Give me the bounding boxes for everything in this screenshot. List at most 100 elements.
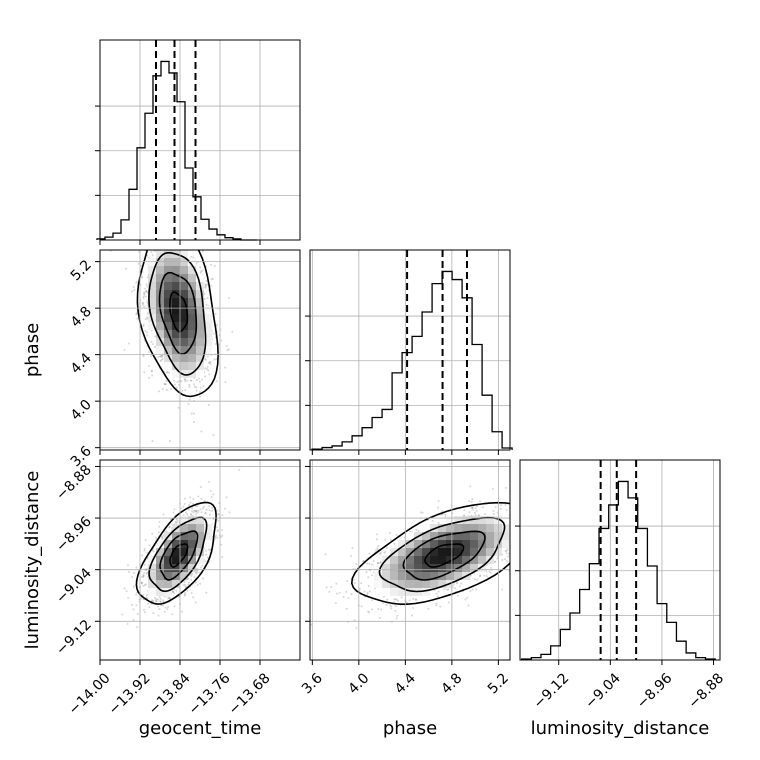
- sample-point: [215, 509, 218, 512]
- sample-point: [141, 245, 143, 247]
- sample-point: [159, 360, 162, 363]
- sample-point: [144, 295, 147, 298]
- density-cell: [172, 282, 180, 290]
- sample-point: [176, 240, 178, 242]
- sample-point: [379, 561, 382, 564]
- sample-point: [131, 290, 134, 293]
- sample-point: [141, 276, 144, 279]
- sample-point: [124, 267, 127, 270]
- sample-point: [146, 285, 149, 288]
- density-cell: [164, 274, 172, 282]
- sample-point: [142, 302, 145, 305]
- sample-point: [143, 305, 146, 308]
- sample-point: [168, 526, 171, 529]
- y-tick-label: 4.0: [68, 397, 95, 424]
- y-tick-label: −9.12: [53, 617, 95, 659]
- sample-point: [210, 495, 213, 498]
- sample-point: [209, 548, 212, 551]
- density-cell: [204, 322, 212, 330]
- sample-point: [154, 599, 157, 602]
- density-cell: [172, 354, 180, 362]
- sample-point: [531, 516, 533, 518]
- sample-point: [200, 511, 203, 514]
- sample-point: [477, 514, 480, 517]
- sample-point: [214, 343, 217, 346]
- sample-point: [334, 602, 337, 605]
- sample-point: [454, 587, 457, 590]
- sample-point: [468, 500, 471, 503]
- sample-point: [195, 379, 198, 382]
- sample-point: [162, 600, 165, 603]
- density-cell: [148, 322, 156, 330]
- sample-point: [157, 355, 160, 358]
- sample-point: [206, 283, 209, 286]
- sample-point: [145, 283, 148, 286]
- sample-point: [471, 507, 474, 510]
- sample-point: [511, 540, 513, 542]
- sample-point: [515, 538, 517, 540]
- sample-point: [190, 412, 193, 415]
- sample-point: [159, 246, 161, 248]
- density-cell: [188, 290, 196, 298]
- x-tick-label: −8.96: [634, 670, 676, 712]
- sample-point: [145, 572, 148, 575]
- sample-point: [367, 576, 370, 579]
- density-cell: [204, 330, 212, 338]
- density-cell: [196, 322, 204, 330]
- density-cell: [196, 548, 204, 556]
- sample-point: [134, 243, 136, 245]
- sample-point: [225, 345, 228, 348]
- sample-point: [144, 329, 147, 332]
- density-cell: [164, 354, 172, 362]
- sample-point: [554, 511, 556, 513]
- sample-point: [170, 387, 173, 390]
- sample-point: [190, 591, 193, 594]
- sample-point: [157, 598, 160, 601]
- sample-point: [163, 610, 166, 613]
- sample-point: [200, 430, 203, 433]
- sample-point: [175, 221, 177, 223]
- sample-point: [155, 600, 158, 603]
- density-cell: [156, 346, 164, 354]
- sample-point: [203, 292, 206, 295]
- sample-point: [411, 614, 414, 617]
- sample-point: [220, 543, 223, 546]
- density-cell: [172, 540, 180, 548]
- sample-point: [381, 602, 384, 605]
- sample-point: [160, 535, 163, 538]
- y-tick-label: −8.96: [53, 514, 95, 556]
- density-cell: [180, 338, 188, 346]
- gridlines: [558, 460, 714, 660]
- density-cell: [148, 580, 156, 588]
- x-tick-label: −9.12: [531, 670, 573, 712]
- density-cell: [196, 290, 204, 298]
- sample-point: [153, 596, 156, 599]
- sample-point: [215, 357, 218, 360]
- sample-point: [154, 335, 157, 338]
- sample-point: [135, 313, 138, 316]
- sample-point: [370, 563, 373, 566]
- sample-point: [180, 380, 183, 383]
- sample-point: [146, 551, 149, 554]
- sample-point: [161, 599, 164, 602]
- sample-point: [164, 383, 167, 386]
- density-cell: [188, 540, 196, 548]
- sample-point: [512, 530, 514, 532]
- sample-point: [517, 550, 519, 552]
- density-cell: [196, 306, 204, 314]
- gridlines: [311, 250, 499, 450]
- sample-point: [447, 588, 450, 591]
- sample-point: [209, 362, 212, 365]
- density-cell: [172, 306, 180, 314]
- sample-point: [419, 511, 422, 514]
- sample-point: [208, 504, 211, 507]
- sample-point: [135, 604, 138, 607]
- sample-point: [187, 583, 190, 586]
- sample-point: [171, 613, 174, 616]
- sample-point: [160, 355, 163, 358]
- sample-point: [153, 250, 156, 253]
- sample-point: [187, 581, 190, 584]
- sample-point: [206, 368, 209, 371]
- sample-point: [207, 403, 210, 406]
- sample-point: [171, 229, 173, 231]
